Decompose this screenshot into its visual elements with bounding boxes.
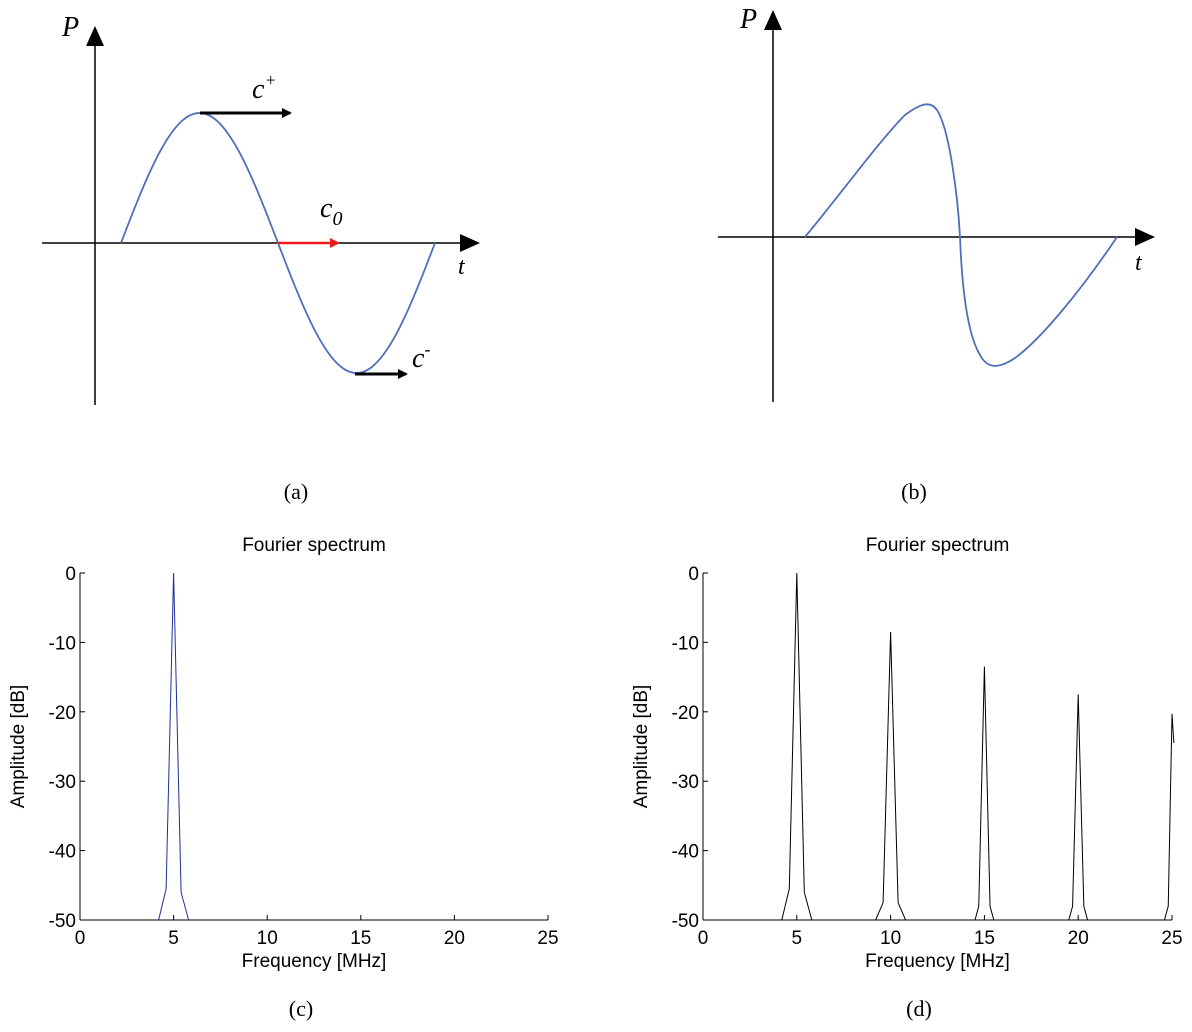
y-tick-label: -10 xyxy=(672,633,699,654)
spectrum-peak-line xyxy=(781,572,813,921)
x-tick-label: 10 xyxy=(880,928,901,949)
panel-b-y-label: P xyxy=(739,4,757,35)
x-tick-label: 15 xyxy=(974,928,995,949)
panel-b: P t (b) xyxy=(718,4,1155,504)
panel-b-caption: (b) xyxy=(901,479,927,504)
panel-b-distorted-wave xyxy=(804,103,1118,367)
panel-a-y-label: P xyxy=(61,12,79,43)
x-tick-label: 0 xyxy=(698,928,709,949)
y-tick-label: -10 xyxy=(49,633,76,654)
y-tick-label: -20 xyxy=(672,703,699,724)
c-minus-label: c- xyxy=(412,339,430,374)
y-axis-label: Amplitude [dB] xyxy=(631,685,652,809)
panel-a: P t c+ c0 c- (a) xyxy=(42,12,480,504)
x-tick-label: 15 xyxy=(350,928,371,949)
panel-b-x-label: t xyxy=(1135,250,1143,276)
spectrum-chart-c: (c) Fourier spectrum Frequency [MHz] Ampli… xyxy=(8,535,559,1021)
y-tick-label: -50 xyxy=(672,911,699,932)
chart-title: Fourier spectrum xyxy=(242,535,386,556)
y-tick-label: -40 xyxy=(672,842,699,863)
x-tick-label: 5 xyxy=(792,928,803,949)
x-tick-label: 25 xyxy=(537,928,558,949)
x-axis-label: Frequency [MHz] xyxy=(242,951,387,972)
spectrum-peak-line xyxy=(1068,694,1089,921)
x-axis-label: Frequency [MHz] xyxy=(865,951,1010,972)
x-tick-label: 25 xyxy=(1161,928,1182,949)
spectrum-peak-line xyxy=(974,666,995,921)
panel-a-caption: (a) xyxy=(284,479,308,504)
y-tick-label: 0 xyxy=(65,564,76,585)
panel-a-x-label: t xyxy=(458,254,466,280)
y-tick-label: -20 xyxy=(49,703,76,724)
spectrum-peak-line xyxy=(158,572,190,921)
x-tick-label: 10 xyxy=(257,928,278,949)
spectrum-chart-d: (d) Fourier spectrum Frequency [MHz] Ampli… xyxy=(631,535,1183,1021)
c-plus-label: c+ xyxy=(252,70,277,105)
c-zero-label: c0 xyxy=(320,193,342,230)
spectrum-peak-line xyxy=(875,631,907,921)
y-tick-label: -40 xyxy=(49,842,76,863)
x-tick-label: 20 xyxy=(1068,928,1089,949)
y-tick-label: -30 xyxy=(672,772,699,793)
x-tick-label: 5 xyxy=(168,928,179,949)
chart-c-caption: (c) xyxy=(289,996,313,1021)
y-tick-label: -30 xyxy=(49,772,76,793)
chart-title: Fourier spectrum xyxy=(866,535,1010,556)
x-tick-label: 20 xyxy=(444,928,465,949)
x-tick-label: 0 xyxy=(75,928,86,949)
y-tick-label: -50 xyxy=(49,911,76,932)
spectrum-peak-line xyxy=(1164,713,1175,921)
chart-d-caption: (d) xyxy=(906,996,932,1021)
y-axis-label: Amplitude [dB] xyxy=(8,685,29,809)
y-tick-label: 0 xyxy=(688,564,699,585)
